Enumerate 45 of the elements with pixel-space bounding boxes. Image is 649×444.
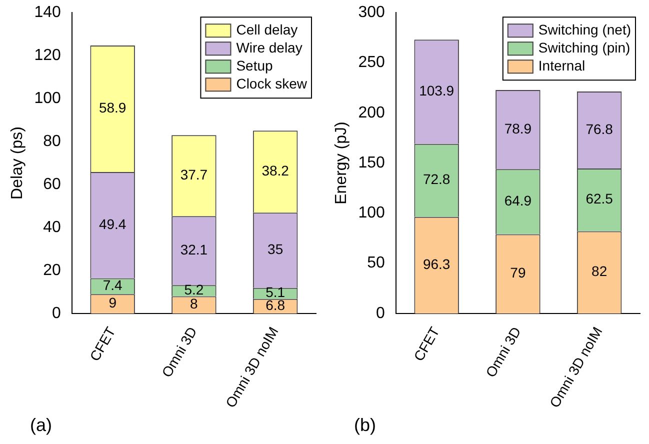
data-label: 76.8 (586, 120, 614, 137)
legend-label: Internal (538, 57, 586, 74)
data-label: 49.4 (98, 216, 126, 232)
data-label: 32.1 (180, 241, 208, 258)
data-label: 7.4 (102, 277, 123, 294)
data-label: 9 (108, 294, 117, 311)
y-tick-label: 20 (43, 262, 61, 279)
text: (a) (30, 415, 52, 436)
y-tick-label: 40 (43, 218, 61, 236)
data-label: 8 (190, 296, 198, 312)
data-label: 58.9 (98, 100, 126, 116)
data-label: 5.2 (184, 282, 204, 298)
y-tick-label: 200 (358, 104, 385, 122)
legend-label: Clock skew (236, 75, 308, 92)
y-tick-label: 150 (358, 154, 385, 172)
legend-label: Cell delay (236, 21, 298, 38)
data-label: 62.5 (586, 190, 614, 207)
data-label: 82 (592, 263, 608, 280)
y-tick-label: 100 (34, 90, 61, 107)
legend-label: Switching (pin) (538, 39, 630, 56)
text: (b) (354, 415, 376, 436)
y-tick-label: 250 (358, 54, 385, 72)
y-axis-title: Energy (pJ) (333, 122, 350, 204)
y-tick-label: 140 (34, 4, 61, 22)
y-axis-title: Delay (ps) (9, 126, 26, 200)
data-label: 38.2 (262, 162, 290, 178)
y-tick-label: 120 (34, 46, 61, 64)
data-label: 64.9 (504, 192, 532, 209)
data-label: 35 (268, 241, 284, 258)
y-tick-label: 60 (43, 176, 61, 193)
legend-label: Wire delay (236, 39, 302, 56)
data-label: 79 (510, 264, 526, 281)
y-tick-label: 0 (376, 304, 385, 322)
y-tick-label: 80 (43, 132, 61, 150)
data-label: 72.8 (422, 171, 450, 188)
data-label: 96.3 (422, 256, 450, 272)
y-tick-label: 300 (358, 4, 385, 22)
data-label: 103.9 (419, 82, 454, 99)
legend-label: Switching (net) (538, 21, 631, 38)
data-label: 37.7 (180, 166, 208, 182)
y-tick-label: 100 (358, 204, 385, 222)
y-tick-label: 50 (367, 254, 385, 272)
data-label: 78.9 (504, 120, 532, 136)
legend-label: Setup (236, 57, 274, 74)
y-tick-label: 0 (52, 304, 61, 322)
